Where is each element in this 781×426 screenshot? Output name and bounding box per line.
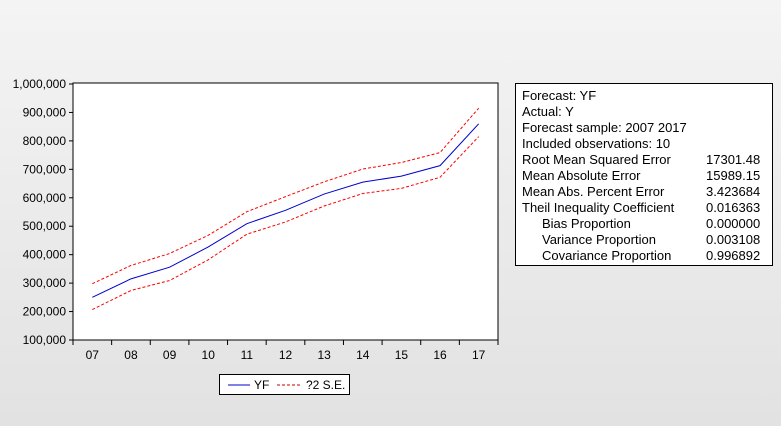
y-tick-label: 100,000 xyxy=(23,333,67,347)
stat-label: Mean Absolute Error xyxy=(522,168,641,183)
stat-label: Covariance Proportion xyxy=(542,248,672,263)
stat-row: Variance Proportion 0.003108 xyxy=(522,232,772,248)
stat-label: Theil Inequality Coefficient xyxy=(522,200,675,215)
x-tick-label: 07 xyxy=(86,348,100,362)
stat-value: 0.003108 xyxy=(706,232,761,247)
stat-label: Mean Abs. Percent Error xyxy=(522,184,665,199)
x-tick-label: 14 xyxy=(356,348,370,362)
stat-row: Bias Proportion 0.000000 xyxy=(522,216,772,232)
y-tick-label: 200,000 xyxy=(23,305,67,319)
stat-label: Root Mean Squared Error xyxy=(522,152,671,167)
y-tick-label: 1,000,000 xyxy=(13,77,67,91)
x-tick-label: 13 xyxy=(317,348,331,362)
x-tick-label: 17 xyxy=(472,348,486,362)
stat-forecast: Forecast: YF xyxy=(522,88,597,103)
stat-value: 3.423684 xyxy=(706,184,761,199)
stat-row: Theil Inequality Coefficient 0.016363 xyxy=(522,200,772,216)
legend-yf-label: YF xyxy=(254,378,270,392)
legend-se-label: ?2 S.E. xyxy=(306,378,346,392)
series-line-yf xyxy=(92,123,480,298)
stat-row: Mean Absolute Error 15989.15 xyxy=(522,168,772,184)
y-tick-label: 300,000 xyxy=(23,276,67,290)
stat-row: Mean Abs. Percent Error 3.423684 xyxy=(522,184,772,200)
series-line-upper-2se xyxy=(92,107,480,285)
y-tick-label: 600,000 xyxy=(23,191,67,205)
x-tick-label: 15 xyxy=(395,348,409,362)
y-tick-label: 800,000 xyxy=(23,134,67,148)
plot-area xyxy=(72,82,499,341)
stat-value: 0.996892 xyxy=(706,248,761,263)
x-tick-label: 09 xyxy=(163,348,177,362)
x-tick-label: 08 xyxy=(124,348,138,362)
stat-value: 0.000000 xyxy=(706,216,761,231)
x-tick-label: 11 xyxy=(241,348,254,362)
stat-actual: Actual: Y xyxy=(522,104,574,119)
y-tick-label: 900,000 xyxy=(23,105,67,119)
y-tick-label: 700,000 xyxy=(23,162,67,176)
stat-row: Covariance Proportion 0.996892 xyxy=(522,248,772,264)
x-tick-label: 10 xyxy=(202,348,216,362)
stat-label: Bias Proportion xyxy=(542,216,631,231)
x-tick-label: 12 xyxy=(279,348,293,362)
stat-label: Variance Proportion xyxy=(542,232,656,247)
y-tick-label: 400,000 xyxy=(23,248,67,262)
stat-value: 15989.15 xyxy=(706,168,761,183)
stat-row: Root Mean Squared Error 17301.48 xyxy=(522,152,772,168)
stat-sample: Forecast sample: 2007 2017 xyxy=(522,120,687,135)
x-tick-label: 16 xyxy=(433,348,447,362)
chart-legend: YF ?2 S.E. xyxy=(219,374,350,395)
stat-observations: Included observations: 10 xyxy=(522,136,671,151)
forecast-statistics-box: Forecast: YF Actual: Y Forecast sample: … xyxy=(515,83,773,266)
y-tick-label: 500,000 xyxy=(23,219,67,233)
stat-value: 17301.48 xyxy=(706,152,761,167)
stat-value: 0.016363 xyxy=(706,200,761,215)
